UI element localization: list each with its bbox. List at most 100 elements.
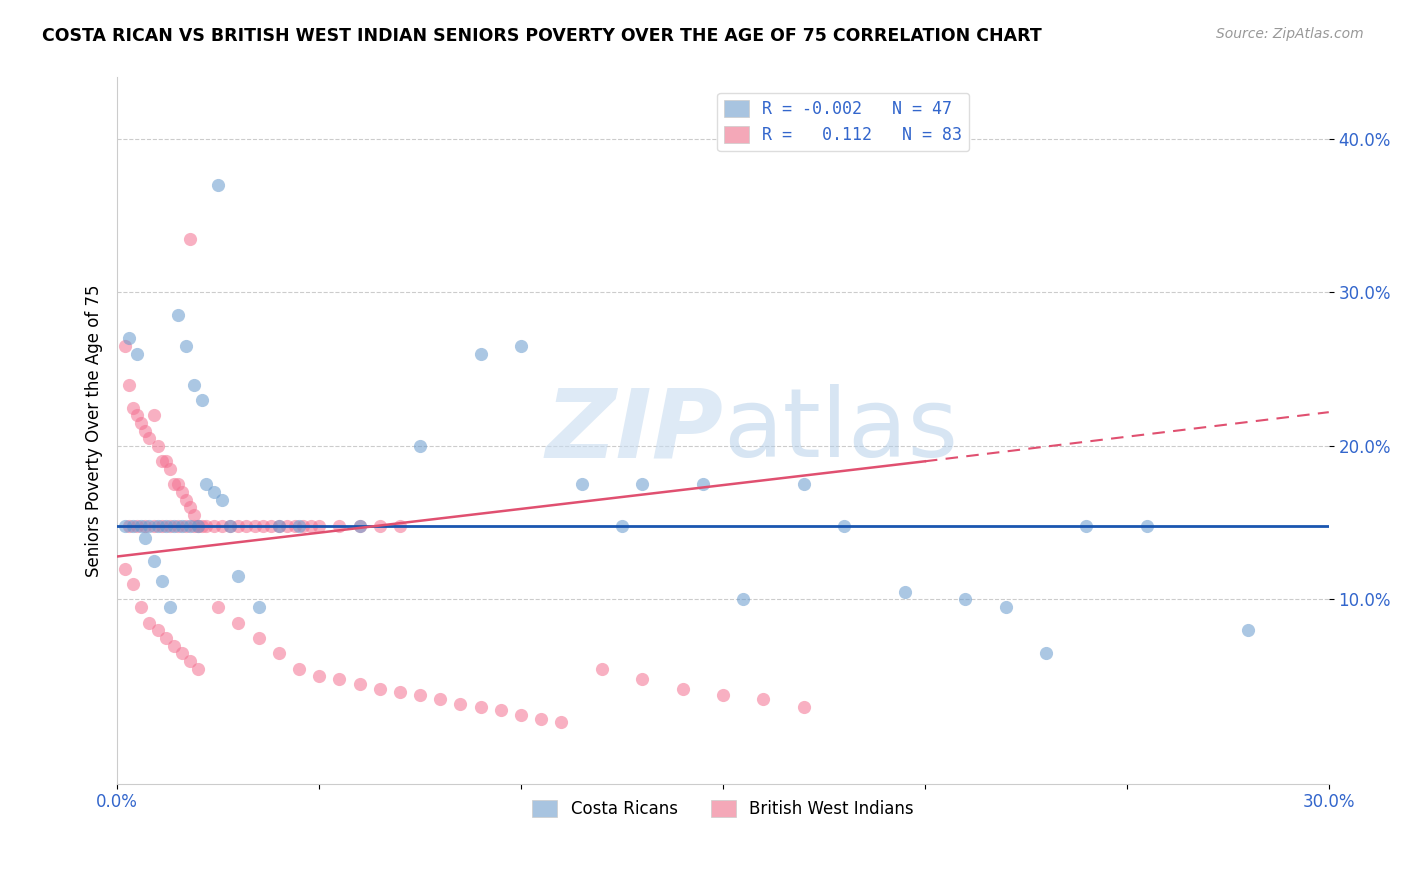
Point [211, 492, 233, 507]
Point [155, 454, 177, 468]
Point [349, 518, 371, 533]
Point [114, 562, 136, 576]
Point [131, 416, 153, 430]
Point [1237, 623, 1260, 637]
Point [174, 492, 197, 507]
Point [131, 518, 153, 533]
Point [752, 692, 775, 706]
Point [179, 518, 201, 533]
Point [994, 600, 1017, 615]
Point [429, 692, 451, 706]
Point [155, 631, 177, 645]
Point [134, 531, 156, 545]
Point [134, 424, 156, 438]
Point [170, 518, 193, 533]
Point [122, 401, 145, 415]
Point [170, 646, 193, 660]
Point [146, 623, 169, 637]
Point [155, 518, 177, 533]
Point [692, 477, 714, 491]
Point [260, 518, 283, 533]
Point [170, 485, 193, 500]
Point [470, 700, 492, 714]
Point [150, 454, 173, 468]
Point [1136, 518, 1159, 533]
Point [195, 477, 218, 491]
Text: atlas: atlas [723, 384, 957, 477]
Point [159, 600, 181, 615]
Point [489, 703, 512, 717]
Point [243, 518, 266, 533]
Point [187, 518, 209, 533]
Legend: Costa Ricans, British West Indians: Costa Ricans, British West Indians [526, 793, 921, 825]
Point [733, 592, 755, 607]
Point [228, 518, 250, 533]
Text: Source: ZipAtlas.com: Source: ZipAtlas.com [1216, 27, 1364, 41]
Point [409, 688, 432, 702]
Point [191, 392, 214, 407]
Point [550, 715, 572, 730]
Point [166, 309, 188, 323]
Point [328, 673, 350, 687]
Point [631, 477, 654, 491]
Y-axis label: Seniors Poverty Over the Age of 75: Seniors Poverty Over the Age of 75 [86, 285, 103, 577]
Point [134, 518, 156, 533]
Point [127, 518, 149, 533]
Point [228, 615, 250, 630]
Point [183, 518, 205, 533]
Point [174, 518, 197, 533]
Point [510, 339, 533, 353]
Point [163, 639, 186, 653]
Point [174, 339, 197, 353]
Point [211, 518, 233, 533]
Point [138, 518, 160, 533]
Point [308, 669, 330, 683]
Point [328, 518, 350, 533]
Point [450, 697, 472, 711]
Point [142, 554, 165, 568]
Point [179, 500, 201, 515]
Point [159, 462, 181, 476]
Point [276, 518, 298, 533]
Point [955, 592, 977, 607]
Point [219, 518, 242, 533]
Point [832, 518, 855, 533]
Text: COSTA RICAN VS BRITISH WEST INDIAN SENIORS POVERTY OVER THE AGE OF 75 CORRELATIO: COSTA RICAN VS BRITISH WEST INDIAN SENIO… [42, 27, 1042, 45]
Point [793, 700, 815, 714]
Point [1076, 518, 1098, 533]
Point [388, 518, 411, 533]
Point [118, 331, 141, 345]
Point [267, 646, 290, 660]
Point [202, 518, 225, 533]
Point [127, 409, 149, 423]
Point [131, 600, 153, 615]
Point [146, 439, 169, 453]
Point [291, 518, 314, 533]
Point [114, 518, 136, 533]
Point [288, 662, 311, 676]
Point [235, 518, 257, 533]
Point [349, 518, 371, 533]
Point [247, 631, 270, 645]
Point [127, 347, 149, 361]
Point [179, 232, 201, 246]
Point [114, 339, 136, 353]
Point [388, 684, 411, 698]
Point [191, 518, 214, 533]
Point [1035, 646, 1057, 660]
Point [202, 485, 225, 500]
Point [138, 431, 160, 445]
Point [187, 662, 209, 676]
Point [247, 600, 270, 615]
Point [118, 518, 141, 533]
Point [510, 707, 533, 722]
Point [142, 518, 165, 533]
Point [368, 518, 391, 533]
Point [893, 584, 915, 599]
Point [150, 518, 173, 533]
Point [530, 712, 553, 726]
Point [187, 518, 209, 533]
Point [368, 681, 391, 696]
Point [195, 518, 218, 533]
Point [252, 518, 274, 533]
